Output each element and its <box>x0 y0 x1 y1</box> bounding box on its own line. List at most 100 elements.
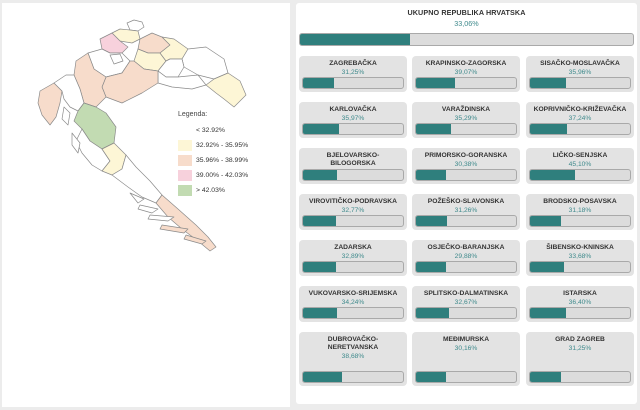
legend-label: < 32.92% <box>196 126 225 134</box>
county-progress-fill <box>303 124 339 134</box>
county-progress-fill <box>303 262 336 272</box>
total-progress-bar <box>299 33 634 46</box>
total-progress-fill <box>300 34 411 45</box>
county-card[interactable]: DUBROVAČKO-NERETVANSKA 38,68% <box>299 332 407 386</box>
county-progress-bar <box>415 77 517 89</box>
county-progress-bar <box>529 123 631 135</box>
county-pct: 32,67% <box>454 299 478 306</box>
county-pct: 35,96% <box>568 69 592 76</box>
county-name: BJELOVARSKO-BILOGORSKA <box>326 152 380 167</box>
county-pct: 29,88% <box>454 253 478 260</box>
legend-swatch <box>178 154 192 166</box>
region-istarska <box>37 82 63 126</box>
county-progress-fill <box>416 216 448 226</box>
county-pct: 32,89% <box>341 253 365 260</box>
county-pct: 30,38% <box>454 161 478 168</box>
county-name: ZADARSKA <box>334 244 372 251</box>
county-card[interactable]: ZADARSKA 32,89% <box>299 240 407 276</box>
county-card[interactable]: ISTARSKA 36,40% <box>526 286 634 322</box>
county-progress-fill <box>416 78 456 88</box>
county-card[interactable]: MEĐIMURSKA 30,16% <box>412 332 520 386</box>
county-progress-bar <box>529 215 631 227</box>
county-card[interactable]: VARAŽDINSKA 35,29% <box>412 102 520 138</box>
county-pct: 31,26% <box>454 207 478 214</box>
county-card[interactable]: PRIMORSKO-GORANSKA 30,38% <box>412 148 520 184</box>
county-progress-fill <box>416 262 446 272</box>
county-card[interactable]: BJELOVARSKO-BILOGORSKA33,87% <box>299 148 407 184</box>
county-card[interactable]: GRAD ZAGREB 31,25% <box>526 332 634 386</box>
county-progress-fill <box>416 170 447 180</box>
county-progress-bar <box>302 261 404 273</box>
county-progress-fill <box>303 170 337 180</box>
legend-item: > 42.03% <box>178 184 290 196</box>
county-name: SISAČKO-MOSLAVAČKA <box>540 60 620 67</box>
county-progress-bar <box>529 307 631 319</box>
county-progress-bar <box>529 371 631 383</box>
county-card[interactable]: KRAPINSKO-ZAGORSKA 39,07% <box>412 56 520 92</box>
region-islands-south <box>129 192 145 204</box>
legend-swatch <box>178 124 192 136</box>
county-pct: 31,18% <box>568 207 592 214</box>
county-pct: 36,40% <box>568 299 592 306</box>
county-card[interactable]: ZAGREBAČKA 31,25% <box>299 56 407 92</box>
county-pct: 45,10% <box>568 161 592 168</box>
county-progress-bar <box>529 261 631 273</box>
county-progress-bar <box>529 77 631 89</box>
county-pct: 32,77% <box>341 207 365 214</box>
county-name: VUKOVARSKO-SRIJEMSKA <box>308 290 398 297</box>
county-progress-fill <box>303 372 342 382</box>
region-vukovarsko-srijemska <box>205 72 247 108</box>
county-name: POŽEŠKO-SLAVONSKA <box>427 198 505 205</box>
county-progress-fill <box>416 124 452 134</box>
region-primorsko-goranska-islands <box>61 106 71 126</box>
county-progress-fill <box>530 308 567 318</box>
county-name: OSJEČKO-BARANJSKA <box>427 244 505 251</box>
county-name: ŠIBENSKO-KNINSKA <box>546 244 614 251</box>
county-progress-bar <box>302 77 404 89</box>
region-islands-hvar <box>147 214 175 222</box>
county-card[interactable]: POŽEŠKO-SLAVONSKA 31,26% <box>412 194 520 230</box>
results-panel: UKUPNO REPUBLIKA HRVATSKA 33,06% ZAGREBA… <box>296 3 637 404</box>
county-pct: 34,24% <box>341 299 365 306</box>
county-progress-fill <box>530 124 568 134</box>
county-progress-bar <box>302 371 404 383</box>
county-name: MEĐIMURSKA <box>442 336 490 343</box>
region-medimurska <box>126 19 145 32</box>
county-progress-bar <box>302 307 404 319</box>
croatia-map[interactable] <box>2 3 290 407</box>
map-legend: Legenda: < 32.92% 32.92% - 35.95% 35.96%… <box>178 111 290 199</box>
county-progress-bar <box>302 169 404 181</box>
county-name: KARLOVAČKA <box>329 106 377 113</box>
county-name: PRIMORSKO-GORANSKA <box>424 152 508 159</box>
county-card[interactable]: BRODSKO-POSAVSKA 31,18% <box>526 194 634 230</box>
county-card[interactable]: SISAČKO-MOSLAVAČKA 35,96% <box>526 56 634 92</box>
county-card[interactable]: VUKOVARSKO-SRIJEMSKA 34,24% <box>299 286 407 322</box>
county-card[interactable]: LIČKO-SENJSKA 45,10% <box>526 148 634 184</box>
region-islands-brac <box>137 204 159 214</box>
region-dubrovacko-neretvanska <box>155 194 217 252</box>
county-pct: 33,68% <box>568 253 592 260</box>
county-card[interactable]: KOPRIVNIČKO-KRIŽEVAČKA 37,24% <box>526 102 634 138</box>
legend-swatch <box>178 184 192 196</box>
county-name: DUBROVAČKO-NERETVANSKA <box>327 336 379 351</box>
county-progress-bar <box>302 123 404 135</box>
county-pct: 35,29% <box>454 115 478 122</box>
county-pct: 30,16% <box>454 345 478 352</box>
county-card[interactable]: OSJEČKO-BARANJSKA 29,88% <box>412 240 520 276</box>
county-name: VIROVITIČKO-PODRAVSKA <box>309 198 397 205</box>
county-pct: 31,25% <box>568 345 592 352</box>
county-card[interactable]: VIROVITIČKO-PODRAVSKA 32,77% <box>299 194 407 230</box>
legend-swatch <box>178 139 192 151</box>
legend-title: Legenda: <box>178 111 208 118</box>
county-progress-fill <box>530 78 566 88</box>
county-name: SPLITSKO-DALMATINSKA <box>423 290 509 297</box>
county-progress-bar <box>415 307 517 319</box>
county-progress-bar <box>415 371 517 383</box>
county-progress-fill <box>530 372 562 382</box>
county-card[interactable]: KARLOVAČKA 35,97% <box>299 102 407 138</box>
county-card[interactable]: ŠIBENSKO-KNINSKA 33,68% <box>526 240 634 276</box>
county-progress-fill <box>303 216 336 226</box>
county-name: VARAŽDINSKA <box>441 106 491 113</box>
map-panel: Legenda: < 32.92% 32.92% - 35.95% 35.96%… <box>2 3 290 407</box>
county-card[interactable]: SPLITSKO-DALMATINSKA 32,67% <box>412 286 520 322</box>
